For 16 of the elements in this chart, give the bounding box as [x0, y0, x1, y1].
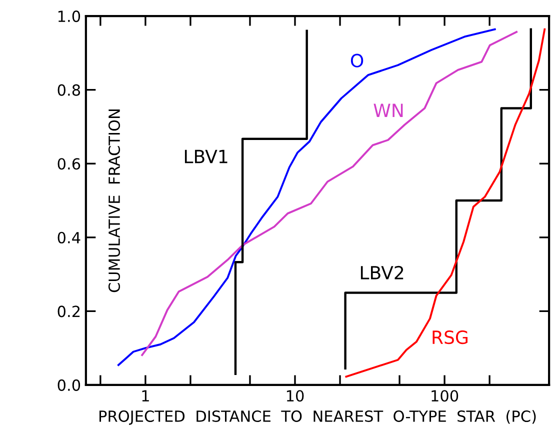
- y-tick-label: 0.0: [58, 379, 80, 391]
- y-tick-label: 0.6: [58, 158, 80, 170]
- series-label: WN: [374, 104, 403, 117]
- y-tick-label: 0.4: [58, 232, 80, 244]
- x-tick-label: 100: [432, 390, 458, 402]
- series-label: O: [350, 54, 364, 68]
- x-axis-title: PROJECTED DISTANCE TO NEAREST O-TYPE STAR (PC): [99, 410, 536, 425]
- y-tick-label: 0.2: [58, 306, 80, 318]
- y-tick-label: 1.0: [58, 10, 80, 22]
- x-tick-label: 10: [286, 390, 304, 402]
- series-label: LBV1: [184, 150, 228, 164]
- y-tick-label: 0.8: [58, 84, 80, 96]
- series-label: RSG: [432, 330, 468, 344]
- x-tick-label: 1: [142, 390, 149, 402]
- series-label: LBV2: [360, 266, 404, 280]
- y-axis-title: CUMULATIVE FRACTION: [108, 110, 120, 292]
